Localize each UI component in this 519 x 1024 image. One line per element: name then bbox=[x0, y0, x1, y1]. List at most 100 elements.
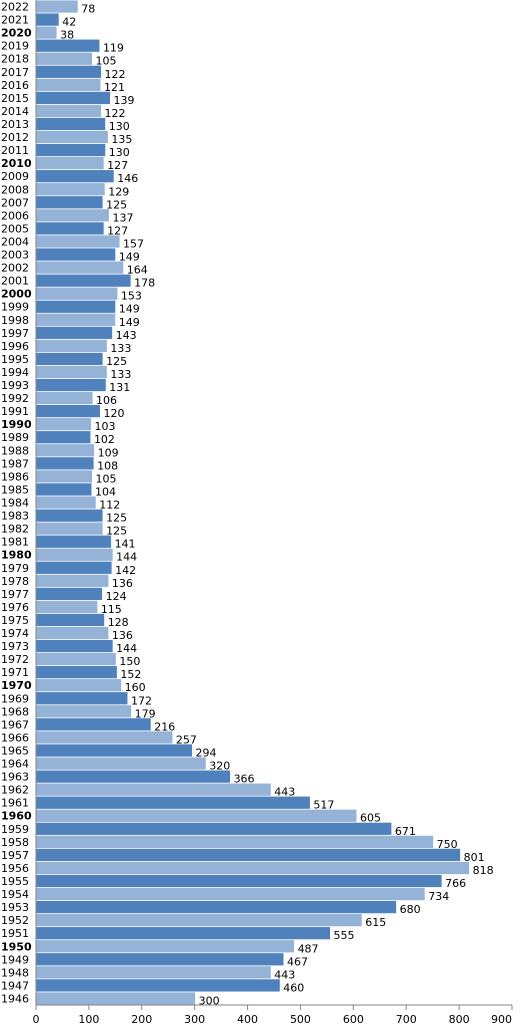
year-label-1989: 1989 bbox=[1, 431, 29, 444]
value-label-1956: 818 bbox=[473, 864, 494, 877]
value-label-1949: 467 bbox=[287, 955, 308, 968]
year-label-1975: 1975 bbox=[1, 614, 29, 627]
value-label-2003: 149 bbox=[119, 251, 140, 264]
bar-1978 bbox=[36, 574, 109, 587]
bar-1952 bbox=[36, 914, 362, 927]
bar-1970 bbox=[36, 679, 122, 692]
value-label-1995: 125 bbox=[106, 355, 127, 368]
year-label-2006: 2006 bbox=[1, 209, 29, 222]
value-label-1951: 555 bbox=[334, 929, 355, 942]
year-label-1965: 1965 bbox=[1, 744, 29, 757]
year-label-1960: 1960 bbox=[1, 810, 32, 823]
value-label-1969: 172 bbox=[131, 694, 152, 707]
bar-2021 bbox=[36, 13, 59, 26]
year-label-2018: 2018 bbox=[1, 53, 29, 66]
year-label-1982: 1982 bbox=[1, 523, 29, 536]
year-label-1985: 1985 bbox=[1, 483, 29, 496]
bar-1991 bbox=[36, 405, 100, 418]
bar-2008 bbox=[36, 183, 105, 196]
x-tick-label-800: 800 bbox=[449, 1013, 470, 1024]
bar-1997 bbox=[36, 326, 113, 339]
bar-2001 bbox=[36, 274, 131, 287]
value-label-1991: 120 bbox=[103, 407, 124, 420]
year-label-1957: 1957 bbox=[1, 849, 29, 862]
bar-1959 bbox=[36, 822, 392, 835]
x-tick-label-300: 300 bbox=[184, 1013, 205, 1024]
year-label-1992: 1992 bbox=[1, 392, 29, 405]
year-label-1978: 1978 bbox=[1, 575, 29, 588]
year-label-1974: 1974 bbox=[1, 627, 29, 640]
bar-2009 bbox=[36, 170, 114, 183]
bar-1984 bbox=[36, 496, 96, 509]
bar-2016 bbox=[36, 78, 101, 91]
value-label-2012: 135 bbox=[111, 133, 132, 146]
value-label-2013: 130 bbox=[109, 120, 130, 133]
bar-1973 bbox=[36, 639, 113, 653]
year-label-2017: 2017 bbox=[1, 66, 29, 79]
value-label-1987: 108 bbox=[97, 459, 118, 472]
bar-2022 bbox=[36, 0, 78, 13]
value-label-1999: 149 bbox=[119, 303, 140, 316]
year-label-1996: 1996 bbox=[1, 340, 29, 353]
bar-1996 bbox=[36, 339, 107, 353]
value-label-1963: 366 bbox=[234, 773, 255, 786]
value-label-2021: 42 bbox=[62, 16, 76, 29]
bar-1985 bbox=[36, 483, 92, 496]
year-label-1990: 1990 bbox=[1, 418, 32, 431]
value-label-1952: 615 bbox=[365, 916, 386, 929]
bar-1986 bbox=[36, 470, 93, 483]
bar-1972 bbox=[36, 652, 116, 666]
bar-1983 bbox=[36, 509, 103, 522]
value-label-1990: 103 bbox=[94, 420, 115, 433]
bar-1981 bbox=[36, 535, 112, 548]
year-label-2000: 2000 bbox=[1, 288, 32, 301]
year-label-1991: 1991 bbox=[1, 405, 29, 418]
value-label-1976: 115 bbox=[101, 603, 122, 616]
bar-2020 bbox=[36, 26, 57, 39]
year-label-1994: 1994 bbox=[1, 366, 29, 379]
bar-1949 bbox=[36, 953, 284, 966]
bar-1950 bbox=[36, 940, 295, 953]
year-label-1967: 1967 bbox=[1, 718, 29, 731]
value-label-2022: 78 bbox=[81, 3, 95, 16]
year-label-2010: 2010 bbox=[1, 157, 32, 170]
year-label-2003: 2003 bbox=[1, 249, 29, 262]
year-label-2011: 2011 bbox=[1, 144, 29, 157]
value-label-1967: 216 bbox=[154, 720, 175, 733]
bar-1964 bbox=[36, 757, 206, 770]
value-label-1977: 124 bbox=[106, 590, 127, 603]
x-tick-label-100: 100 bbox=[78, 1013, 99, 1024]
value-label-2010: 127 bbox=[107, 159, 128, 172]
bar-2017 bbox=[36, 65, 102, 78]
bar-1967 bbox=[36, 718, 151, 731]
year-label-2007: 2007 bbox=[1, 196, 29, 209]
year-label-1964: 1964 bbox=[1, 758, 29, 771]
year-label-1959: 1959 bbox=[1, 823, 29, 836]
value-label-1986: 105 bbox=[96, 472, 117, 485]
bar-1954 bbox=[36, 887, 425, 901]
bar-1989 bbox=[36, 431, 91, 444]
x-tick-label-500: 500 bbox=[290, 1013, 311, 1024]
year-label-1949: 1949 bbox=[1, 953, 29, 966]
bar-2002 bbox=[36, 261, 124, 274]
bar-1958 bbox=[36, 835, 434, 848]
value-label-2004: 157 bbox=[123, 237, 144, 250]
bar-2018 bbox=[36, 52, 93, 65]
year-label-1952: 1952 bbox=[1, 914, 29, 927]
bar-1975 bbox=[36, 613, 105, 627]
year-label-1948: 1948 bbox=[1, 966, 29, 979]
year-label-1970: 1970 bbox=[1, 679, 32, 692]
year-label-1981: 1981 bbox=[1, 536, 29, 549]
x-tick-label-700: 700 bbox=[396, 1013, 417, 1024]
bar-1976 bbox=[36, 600, 98, 614]
year-label-1950: 1950 bbox=[1, 940, 32, 953]
year-label-1971: 1971 bbox=[1, 666, 29, 679]
year-label-1979: 1979 bbox=[1, 562, 29, 575]
bar-1946 bbox=[36, 992, 196, 1005]
value-label-1962: 443 bbox=[274, 786, 295, 799]
year-label-1953: 1953 bbox=[1, 901, 29, 914]
bar-1961 bbox=[36, 796, 310, 809]
year-label-2009: 2009 bbox=[1, 170, 29, 183]
bars-layer: 2022 78 2021 42 2020 38 2019 119 2018 105 2017 122 2… bbox=[1, 0, 494, 1007]
